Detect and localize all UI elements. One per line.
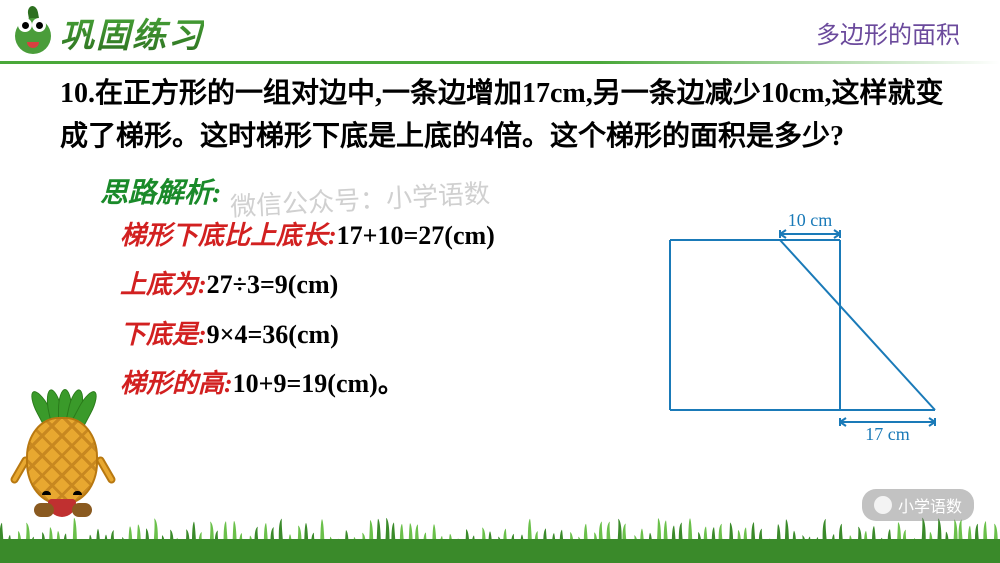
page-title: 巩固练习 <box>60 8 204 57</box>
trapezoid-diagram: 10 cm 17 cm <box>650 210 960 450</box>
page-subtitle: 多边形的面积 <box>816 15 960 50</box>
wechat-icon <box>874 496 892 514</box>
header-divider <box>0 61 1000 64</box>
channel-badge: 小学语数 <box>862 489 974 521</box>
pineapple-mascot-icon <box>8 383 118 533</box>
question-text: 10.在正方形的一组对边中,一条边增加17cm,另一条边减少10cm,这样就变成… <box>60 72 960 159</box>
analysis-label: 思路解析: <box>100 171 960 211</box>
step-label: 下底是: <box>120 320 207 349</box>
step-value: 27÷3=9(cm) <box>207 270 339 299</box>
grass-footer <box>0 515 1000 563</box>
step-label: 上底为: <box>120 270 207 299</box>
question-body: 在正方形的一组对边中,一条边增加17cm,另一条边减少10cm,这样就变成了梯形… <box>60 78 944 152</box>
step-value: 10+9=19(cm)。 <box>233 369 404 398</box>
step-label: 梯形下底比上底长: <box>120 221 337 250</box>
svg-text:17 cm: 17 cm <box>865 424 910 444</box>
svg-text:10 cm: 10 cm <box>788 210 833 230</box>
step-value: 17+10=27(cm) <box>337 221 495 250</box>
header-mascot-icon <box>12 12 54 54</box>
step-label: 梯形的高: <box>120 369 233 398</box>
channel-name: 小学语数 <box>898 493 962 517</box>
question-number: 10. <box>60 78 95 109</box>
step-value: 9×4=36(cm) <box>207 320 339 349</box>
